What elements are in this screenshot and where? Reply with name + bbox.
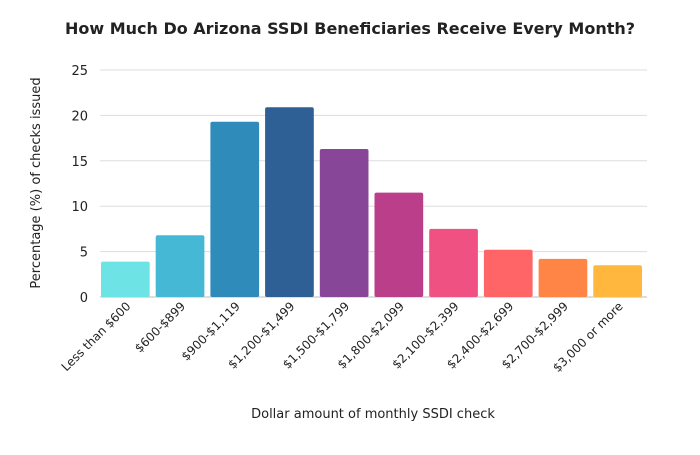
bar bbox=[538, 258, 588, 297]
bar bbox=[101, 261, 150, 297]
bar bbox=[483, 249, 533, 297]
bar bbox=[210, 121, 260, 297]
x-axis-label: Dollar amount of monthly SSDI check bbox=[251, 407, 495, 422]
bar bbox=[429, 228, 478, 297]
x-tick-label: $600-$899 bbox=[132, 299, 188, 355]
y-tick-label: 25 bbox=[71, 64, 88, 79]
bar bbox=[374, 192, 424, 297]
y-tick-label: 10 bbox=[71, 200, 88, 215]
y-tick-label: 5 bbox=[80, 246, 88, 261]
y-tick-label: 20 bbox=[71, 109, 88, 124]
x-tick-label: Less than $600 bbox=[59, 299, 134, 374]
chart-title: How Much Do Arizona SSDI Beneficiaries R… bbox=[65, 19, 635, 38]
y-axis-label: Percentage (%) of checks issued bbox=[29, 77, 44, 288]
y-tick-label: 15 bbox=[71, 155, 88, 170]
y-tick-label: 0 bbox=[80, 291, 88, 306]
bar bbox=[593, 265, 642, 297]
bar bbox=[265, 107, 314, 297]
bar bbox=[319, 148, 369, 297]
bar bbox=[155, 235, 205, 297]
